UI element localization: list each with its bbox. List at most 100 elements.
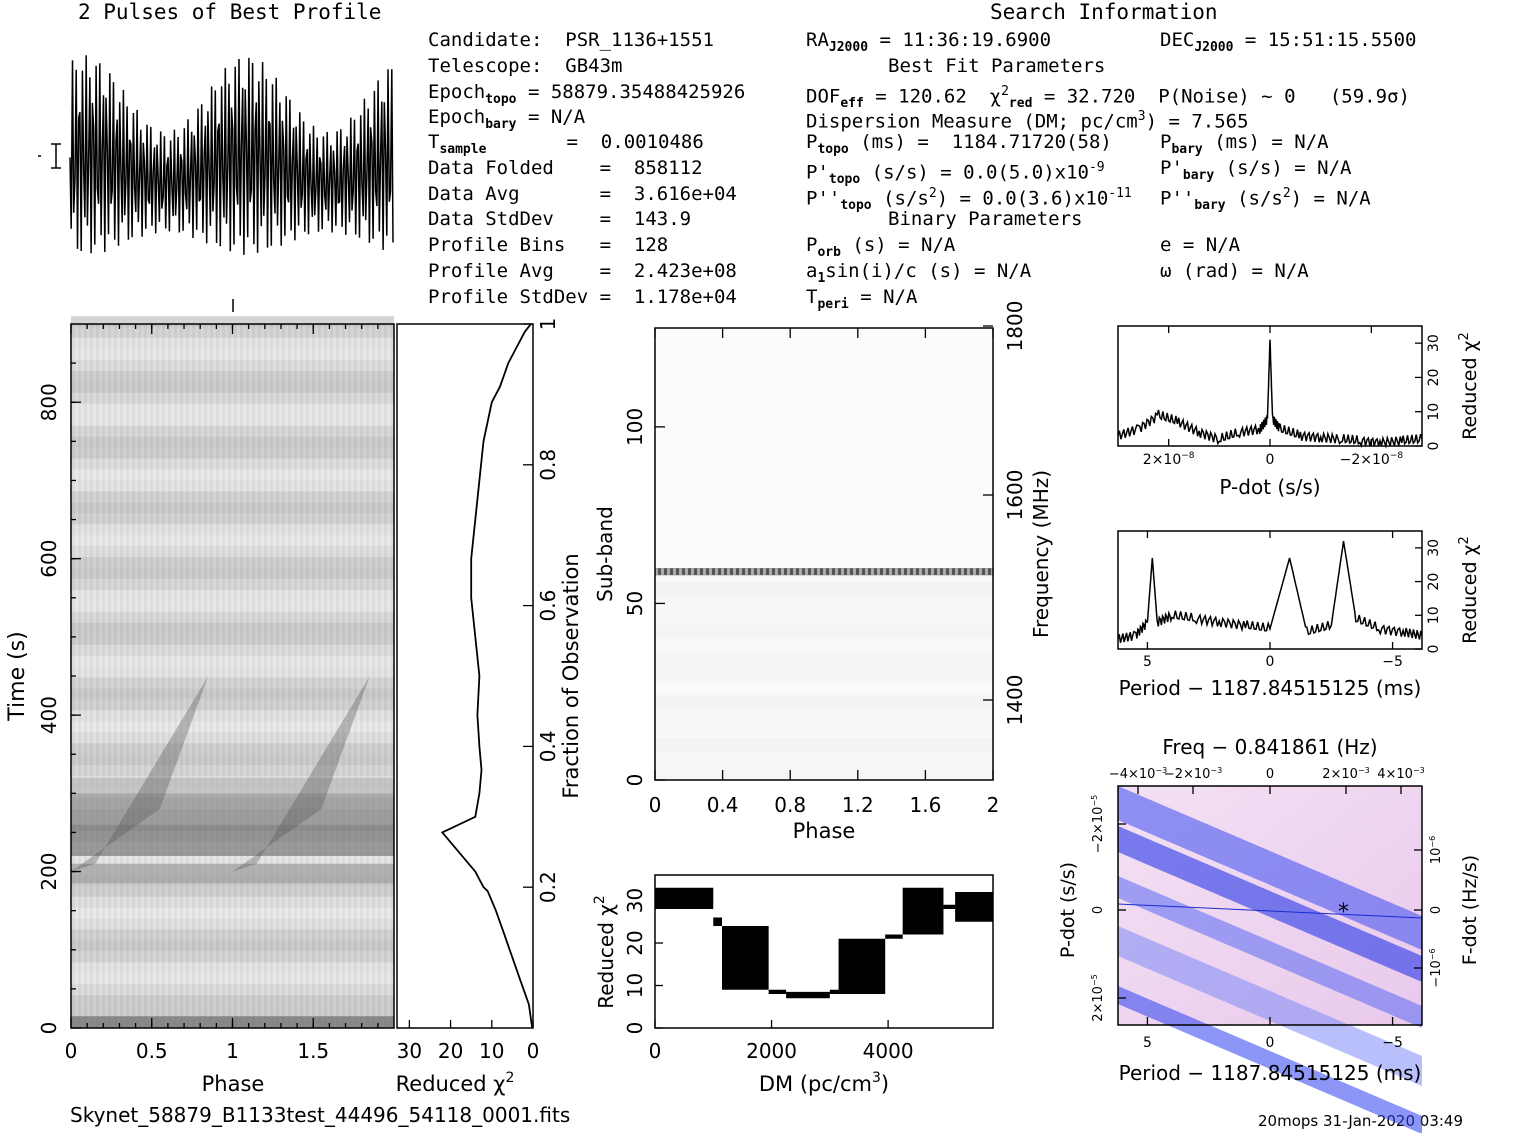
- subband-row: [655, 610, 993, 625]
- x-tick-label: 0: [1266, 1035, 1275, 1051]
- x-tick-label: 2000: [746, 1039, 797, 1063]
- x-tick-label: 1: [226, 1039, 239, 1063]
- chi-time-frame: [396, 323, 534, 1029]
- rfi-dash: [919, 568, 922, 576]
- time-row: [71, 502, 394, 514]
- search-pddtopo: P''topo (s/s2) = 0.0(3.6)x10-11: [806, 186, 1132, 214]
- dm-frame: [654, 874, 994, 1029]
- time-row: [71, 392, 394, 404]
- rfi-dash: [793, 568, 796, 576]
- info-profile-avg: Profile Avg = 2.423e+08: [428, 260, 737, 282]
- y-tick-label: 10: [1426, 403, 1442, 421]
- subband-row: [655, 652, 993, 667]
- profile-title: 2 Pulses of Best Profile: [78, 0, 382, 24]
- sb-ylabel: Sub-band: [593, 506, 617, 602]
- time-row: [71, 907, 394, 919]
- search-porb: Porb (s) = N/A: [806, 234, 956, 260]
- rfi-dash: [823, 568, 826, 576]
- search-pdbary: P'bary (s/s) = N/A: [1160, 157, 1352, 183]
- chi-time-line: [440, 323, 534, 1029]
- x-tick-label: 2: [987, 793, 1000, 817]
- info-epoch-topo: Epochtopo = 58879.35488425926: [428, 81, 746, 107]
- subband-row: [655, 695, 993, 710]
- time-row: [71, 721, 394, 733]
- x-tick-label: 0: [1266, 654, 1275, 670]
- time-row: [71, 710, 394, 722]
- subband-row: [655, 765, 993, 780]
- subband-row: [655, 751, 993, 766]
- dm-segment: [786, 991, 830, 999]
- time-row: [71, 951, 394, 963]
- rfi-dash: [655, 568, 658, 576]
- time-row: [71, 644, 394, 656]
- rfi-dash: [721, 568, 724, 576]
- rfi-dash: [841, 568, 844, 576]
- y-tick-label: 0: [1426, 645, 1442, 654]
- rfi-dash: [661, 568, 664, 576]
- x-tick-label: 0: [527, 1039, 540, 1063]
- time-phase-plot: 0 0.5 1 1.5 0 200 400 600 800 Phase Time (s): [5, 299, 395, 1096]
- time-row: [71, 338, 394, 350]
- time-row: [71, 600, 394, 612]
- time-row: [71, 370, 394, 382]
- search-ra: RAJ2000 = 11:36:19.6900: [806, 29, 1052, 55]
- dark-time-band: [71, 824, 394, 856]
- y-tick-label: 0: [623, 774, 647, 787]
- rfi-dash: [679, 568, 682, 576]
- time-row: [71, 1006, 394, 1018]
- time-row: [71, 677, 394, 689]
- dm-xlabel: DM (pc/cm3): [759, 1070, 889, 1096]
- time-row: [71, 480, 394, 492]
- ppdot-title: Freq − 0.841861 (Hz): [1162, 735, 1377, 759]
- pdot-line: [1117, 339, 1423, 449]
- x-tick-label: −2×10−8: [1340, 451, 1404, 468]
- rfi-dash: [877, 568, 880, 576]
- x-tick-label: 0: [65, 1039, 78, 1063]
- search-tperi: Tperi = N/A: [806, 286, 918, 312]
- freq-tick-label: 1800: [1003, 301, 1027, 352]
- time-row: [71, 962, 394, 974]
- frac-tick-label: 0.6: [536, 590, 560, 622]
- time-row: [71, 611, 394, 623]
- rfi-dash: [895, 568, 898, 576]
- time-row: [71, 732, 394, 744]
- time-row: [71, 524, 394, 536]
- time-row: [71, 436, 394, 448]
- footer-filename: Skynet_58879_B1133test_44496_54118_0001.…: [70, 1103, 571, 1127]
- time-row: [71, 535, 394, 547]
- period-line: [1117, 540, 1423, 643]
- x-tick-label: 0: [649, 793, 662, 817]
- search-dec: DECJ2000 = 15:51:15.5500: [1160, 29, 1417, 55]
- time-row: [71, 425, 394, 437]
- frac-tick-label: 0.8: [536, 449, 560, 481]
- time-row: [71, 513, 394, 525]
- info-data-avg: Data Avg = 3.616e+04: [428, 183, 737, 205]
- time-row: [71, 940, 394, 952]
- ppdot-ridge: [1117, 903, 1423, 919]
- rfi-dash: [775, 568, 778, 576]
- search-dof-chi: DOFeff = 120.62 χ2red = 32.720 P(Noise) …: [806, 84, 1410, 112]
- y-tick-label: 30: [1426, 334, 1442, 352]
- rfi-dash: [745, 568, 748, 576]
- tp-xlabel: Phase: [202, 1072, 265, 1096]
- freq-tick-label: 1400: [1003, 675, 1027, 726]
- rfi-dash: [685, 568, 688, 576]
- dm-segment: [829, 989, 839, 994]
- best-fit-title: Best Fit Parameters: [888, 55, 1106, 77]
- pdot-xlabel: P-dot (s/s): [1219, 475, 1320, 499]
- period-xlabel: Period − 1187.84515125 (ms): [1119, 676, 1422, 700]
- subband-plot: 0 0.4 0.8 1.2 1.6 2 0 50 100 1400 1600 1800 Phase S…: [593, 301, 1053, 843]
- time-row: [71, 699, 394, 711]
- rfi-dash: [829, 568, 832, 576]
- x-tick-label: 1.2: [842, 793, 874, 817]
- rfi-dash: [853, 568, 856, 576]
- time-row: [71, 984, 394, 996]
- time-row: [71, 633, 394, 645]
- rfi-dash: [859, 568, 862, 576]
- subband-row: [655, 709, 993, 724]
- profile-plot: [38, 55, 394, 255]
- rfi-dash: [751, 568, 754, 576]
- f-tick-label: 10−6: [1428, 836, 1444, 864]
